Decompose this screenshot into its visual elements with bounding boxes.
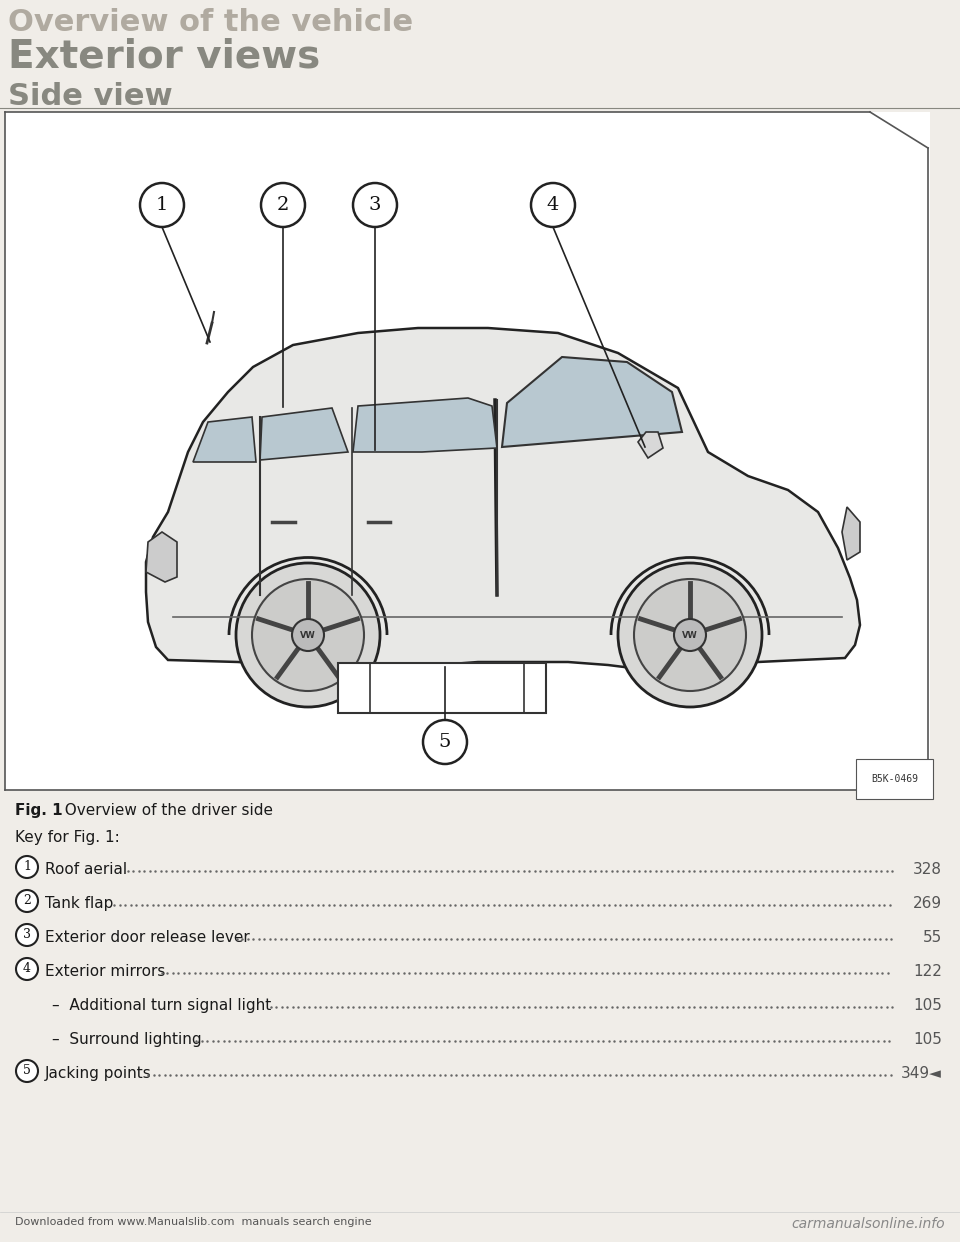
Text: Side view: Side view: [8, 82, 173, 111]
Text: Jacking points: Jacking points: [45, 1066, 152, 1081]
Text: 105: 105: [913, 999, 942, 1013]
Circle shape: [140, 183, 184, 227]
Text: Exterior mirrors: Exterior mirrors: [45, 964, 165, 979]
Text: 5: 5: [23, 1064, 31, 1078]
Polygon shape: [502, 356, 682, 447]
Text: 3: 3: [369, 196, 381, 214]
Circle shape: [423, 720, 467, 764]
Text: carmanualsonline.info: carmanualsonline.info: [791, 1217, 945, 1231]
Circle shape: [674, 619, 706, 651]
Circle shape: [16, 891, 38, 912]
Text: 122: 122: [913, 964, 942, 979]
Text: –  Additional turn signal light: – Additional turn signal light: [52, 999, 272, 1013]
Text: 2: 2: [23, 894, 31, 908]
Circle shape: [16, 958, 38, 980]
Text: 2: 2: [276, 196, 289, 214]
Text: –  Surround lighting: – Surround lighting: [52, 1032, 202, 1047]
Polygon shape: [146, 532, 177, 582]
Circle shape: [618, 563, 762, 707]
Circle shape: [634, 579, 746, 691]
FancyBboxPatch shape: [338, 663, 546, 713]
Text: 3: 3: [23, 929, 31, 941]
Text: B5K-0469: B5K-0469: [871, 774, 918, 784]
Text: 4: 4: [547, 196, 559, 214]
Circle shape: [236, 563, 380, 707]
Polygon shape: [842, 507, 860, 560]
Text: VW: VW: [300, 631, 316, 640]
Text: VW: VW: [683, 631, 698, 640]
Text: Roof aerial: Roof aerial: [45, 862, 127, 877]
Text: 1: 1: [156, 196, 168, 214]
Text: Downloaded from www.Manualslib.com  manuals search engine: Downloaded from www.Manualslib.com manua…: [15, 1217, 372, 1227]
Text: 328: 328: [913, 862, 942, 877]
Text: 1: 1: [23, 861, 31, 873]
Polygon shape: [146, 328, 860, 672]
Circle shape: [252, 579, 364, 691]
Text: 105: 105: [913, 1032, 942, 1047]
Text: Overview of the driver side: Overview of the driver side: [55, 804, 273, 818]
Circle shape: [16, 856, 38, 878]
Circle shape: [292, 619, 324, 651]
Circle shape: [16, 924, 38, 946]
Text: 55: 55: [923, 930, 942, 945]
Text: Tank flap: Tank flap: [45, 895, 113, 910]
Text: 269: 269: [913, 895, 942, 910]
Polygon shape: [638, 432, 663, 458]
Text: 349◄: 349◄: [901, 1066, 942, 1081]
Text: Key for Fig. 1:: Key for Fig. 1:: [15, 830, 120, 845]
Text: Exterior views: Exterior views: [8, 39, 321, 76]
Text: Overview of the vehicle: Overview of the vehicle: [8, 7, 413, 37]
FancyBboxPatch shape: [5, 112, 930, 790]
Circle shape: [353, 183, 397, 227]
Circle shape: [531, 183, 575, 227]
Polygon shape: [353, 397, 497, 452]
Polygon shape: [193, 417, 256, 462]
Circle shape: [16, 1059, 38, 1082]
Polygon shape: [260, 409, 348, 460]
Text: Exterior door release lever: Exterior door release lever: [45, 930, 250, 945]
Text: Fig. 1: Fig. 1: [15, 804, 62, 818]
Text: 4: 4: [23, 963, 31, 975]
Circle shape: [261, 183, 305, 227]
Text: 5: 5: [439, 733, 451, 751]
